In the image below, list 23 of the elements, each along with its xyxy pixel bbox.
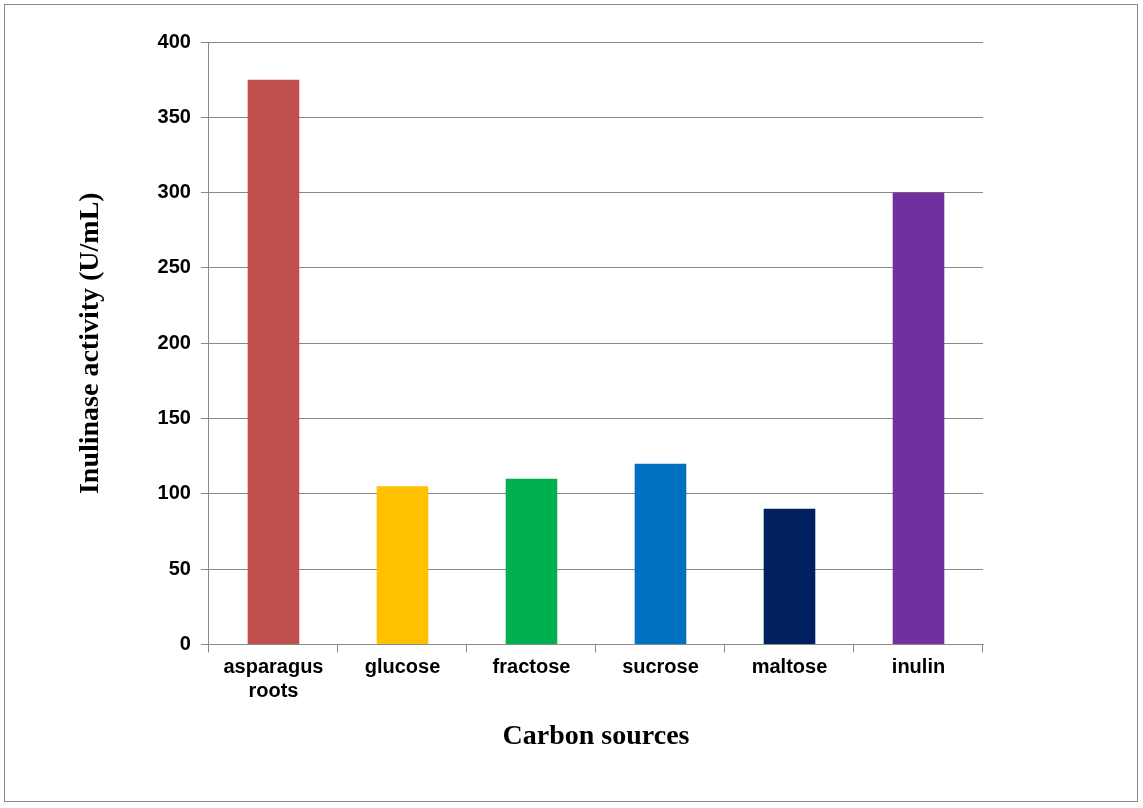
x-tick-label: asparagus roots bbox=[223, 654, 324, 701]
y-axis-title: Inulinase activity (U/mL) bbox=[73, 192, 105, 495]
y-tick-label: 350 bbox=[157, 104, 191, 127]
x-axis-title: Carbon sources bbox=[502, 719, 690, 751]
y-tick-label: 150 bbox=[157, 406, 191, 429]
x-tick-label: maltose bbox=[751, 654, 828, 677]
bar bbox=[634, 463, 687, 644]
bar bbox=[892, 192, 945, 644]
y-tick-label: 400 bbox=[157, 29, 191, 52]
y-tick-label: 250 bbox=[157, 255, 191, 278]
x-tick-label: sucrose bbox=[622, 654, 699, 677]
x-tick-label: fractose bbox=[492, 654, 571, 677]
bar bbox=[505, 478, 558, 644]
bar bbox=[763, 508, 816, 644]
y-tick-label: 50 bbox=[168, 556, 191, 579]
bar bbox=[376, 486, 429, 644]
bar bbox=[247, 79, 300, 644]
y-tick-label: 100 bbox=[157, 481, 191, 504]
x-tick-label: glucose bbox=[364, 654, 441, 677]
x-tick-label: inulin bbox=[891, 654, 946, 677]
y-tick-label: 300 bbox=[157, 180, 191, 203]
y-tick-label: 200 bbox=[157, 330, 191, 353]
y-tick-label: 0 bbox=[179, 631, 191, 654]
